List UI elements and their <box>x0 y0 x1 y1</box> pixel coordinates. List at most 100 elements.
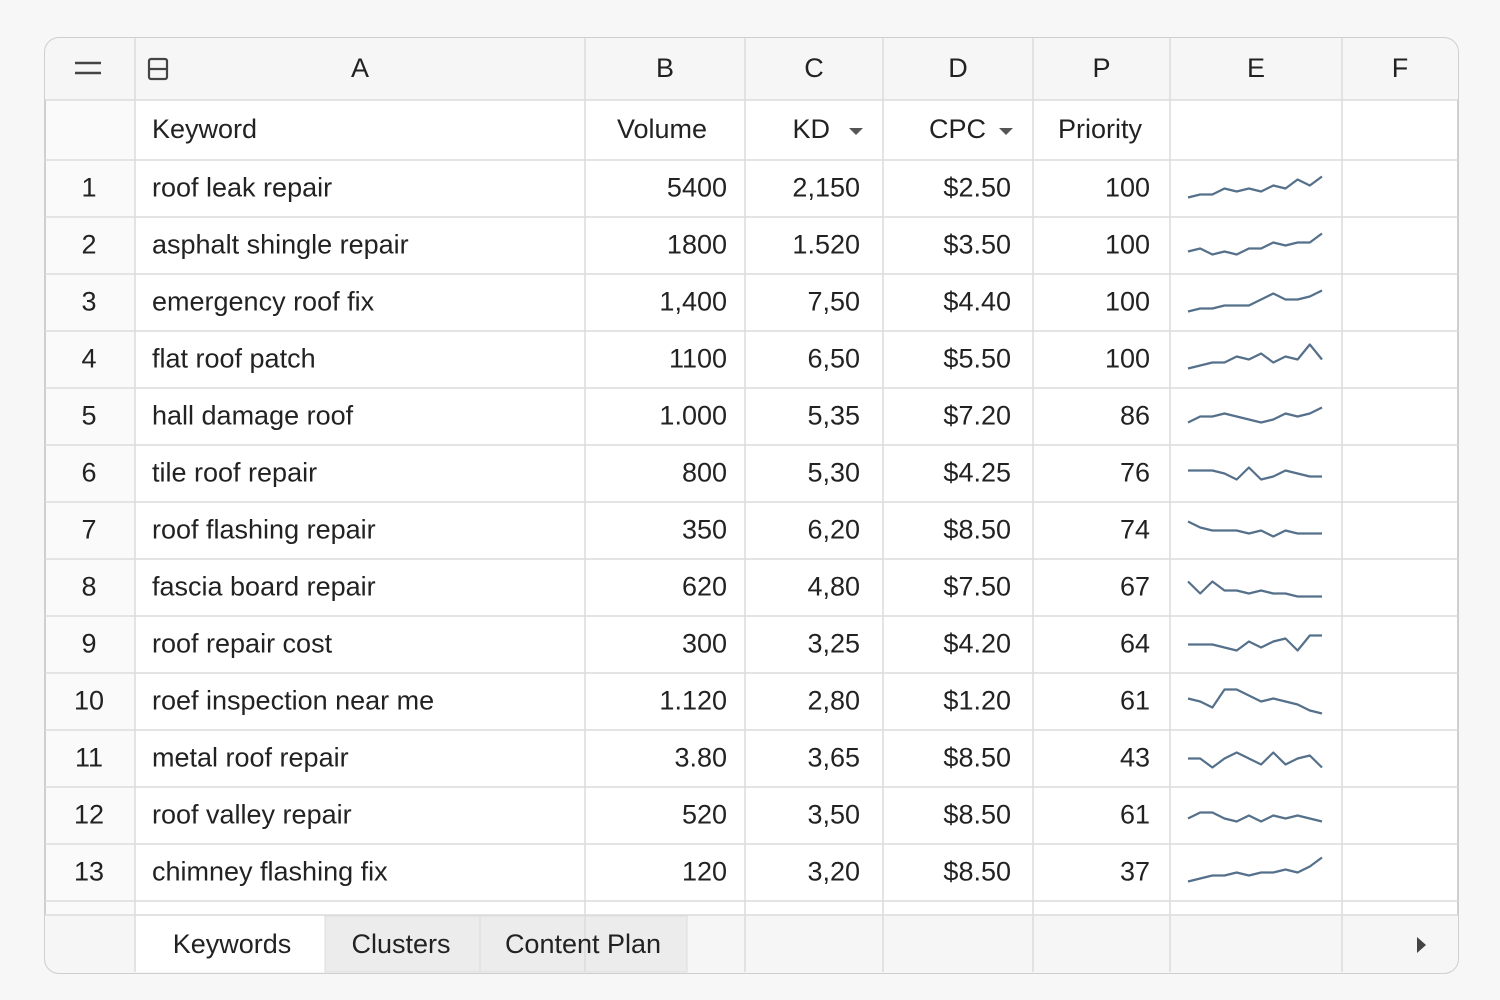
cell: 3,65 <box>807 743 860 773</box>
column-letter: D <box>948 53 968 83</box>
column-header: Keyword <box>152 114 257 144</box>
cell: 520 <box>682 800 727 830</box>
sparkline <box>1188 466 1322 481</box>
row-number: 2 <box>81 230 96 260</box>
sheet-tab-label[interactable]: Clusters <box>351 929 450 959</box>
row-number: 10 <box>74 686 104 716</box>
column-header: CPC <box>929 114 986 144</box>
cell: 3.80 <box>674 743 727 773</box>
column-letter: F <box>1392 53 1409 83</box>
sparkline <box>1188 751 1323 769</box>
cell: 76 <box>1120 458 1150 488</box>
cell: hall damage roof <box>152 401 354 431</box>
row-number: 6 <box>81 458 96 488</box>
cell: 37 <box>1120 857 1150 887</box>
cell: $8.50 <box>943 857 1011 887</box>
column-letter: A <box>351 53 369 83</box>
cell: $7.50 <box>943 572 1011 602</box>
cell: 5400 <box>667 173 727 203</box>
cell: 1.120 <box>659 686 727 716</box>
row-number-column <box>46 100 135 915</box>
column-header: Priority <box>1058 114 1143 144</box>
sheet-tab-label[interactable]: Keywords <box>173 929 292 959</box>
cell: 5,30 <box>807 458 860 488</box>
freeze-icon[interactable] <box>147 57 169 81</box>
cell: 3,25 <box>807 629 860 659</box>
sparkline <box>1187 232 1323 256</box>
cell: roof leak repair <box>152 173 332 203</box>
cell: $4.20 <box>943 629 1011 659</box>
scroll-arrow[interactable] <box>1417 937 1426 953</box>
cell: $8.50 <box>943 515 1011 545</box>
sparkline <box>1187 289 1323 313</box>
row-number: 13 <box>74 857 104 887</box>
cell: 1.000 <box>659 401 727 431</box>
cell: 300 <box>682 629 727 659</box>
sparkline <box>1187 175 1323 199</box>
column-header: Volume <box>617 114 707 144</box>
active-tab[interactable] <box>135 916 325 972</box>
column-letter-bar <box>45 38 1458 100</box>
cell: $8.50 <box>943 800 1011 830</box>
sparkline <box>1187 688 1323 715</box>
cell: $2.50 <box>943 173 1011 203</box>
sparkline <box>1187 856 1323 883</box>
cell: metal roof repair <box>152 743 349 773</box>
cell: $7.20 <box>943 401 1011 431</box>
cell: 2,150 <box>792 173 860 203</box>
cell: 620 <box>682 572 727 602</box>
tab[interactable] <box>479 915 688 973</box>
sheet-tab-label[interactable]: Content Plan <box>505 929 661 959</box>
cell: 1,400 <box>659 287 727 317</box>
column-letter: B <box>656 53 674 83</box>
cell: 1800 <box>667 230 727 260</box>
sort-icon[interactable] <box>999 128 1013 135</box>
cell: flat roof patch <box>152 344 316 374</box>
cell: 100 <box>1105 230 1150 260</box>
column-letter: E <box>1247 53 1265 83</box>
sort-icon[interactable] <box>849 128 863 135</box>
cell: 1100 <box>669 344 727 374</box>
cell: 3,50 <box>807 800 860 830</box>
cell: roof valley repair <box>152 800 352 830</box>
cell: $8.50 <box>943 743 1011 773</box>
cell: 67 <box>1120 572 1150 602</box>
sparkline <box>1187 343 1323 370</box>
cell: 100 <box>1105 344 1150 374</box>
cell: 3,20 <box>807 857 860 887</box>
cell: 5,35 <box>807 401 860 431</box>
cell: $4.25 <box>943 458 1011 488</box>
cell: 100 <box>1105 287 1150 317</box>
cell: 350 <box>682 515 727 545</box>
row-number: 7 <box>81 515 96 545</box>
cell: $1.20 <box>943 686 1011 716</box>
row-number: 1 <box>81 173 96 203</box>
tab[interactable] <box>324 915 481 973</box>
cell: 86 <box>1120 401 1150 431</box>
row-number: 3 <box>81 287 96 317</box>
cell: roef inspection near me <box>152 686 434 716</box>
cell: 1.520 <box>792 230 860 260</box>
cell: $3.50 <box>943 230 1011 260</box>
cell: 61 <box>1120 800 1150 830</box>
cell: 43 <box>1120 743 1150 773</box>
row-number: 9 <box>81 629 96 659</box>
sparkline <box>1187 580 1322 598</box>
cell: 6,50 <box>807 344 860 374</box>
cell: roof repair cost <box>152 629 333 659</box>
cell: chimney flashing fix <box>152 857 388 887</box>
cell: 64 <box>1120 629 1150 659</box>
cell: roof flashing repair <box>152 515 376 545</box>
row-number: 8 <box>81 572 96 602</box>
cell: 4,80 <box>807 572 860 602</box>
sparkline <box>1187 811 1323 823</box>
cell: 7,50 <box>807 287 860 317</box>
cell: asphalt shingle repair <box>152 230 409 260</box>
column-letter: C <box>804 53 824 83</box>
menu-icon[interactable] <box>75 61 101 75</box>
sparkline <box>1187 406 1323 424</box>
sparkline <box>1188 634 1322 652</box>
row-number: 11 <box>75 743 103 773</box>
